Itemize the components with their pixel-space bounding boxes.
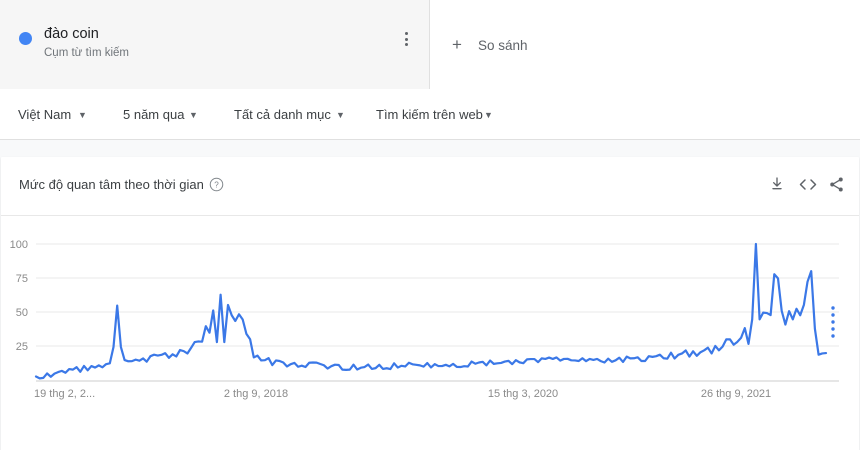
svg-text:2 thg 9, 2018: 2 thg 9, 2018 xyxy=(224,388,288,400)
svg-text:100: 100 xyxy=(10,239,28,251)
svg-text:19 thg 2, 2...: 19 thg 2, 2... xyxy=(34,388,95,400)
svg-text:75: 75 xyxy=(16,273,28,285)
svg-text:50: 50 xyxy=(16,307,28,319)
svg-text:15 thg 3, 2020: 15 thg 3, 2020 xyxy=(488,388,558,400)
svg-text:25: 25 xyxy=(16,341,28,353)
svg-text:26 thg 9, 2021: 26 thg 9, 2021 xyxy=(701,388,771,400)
